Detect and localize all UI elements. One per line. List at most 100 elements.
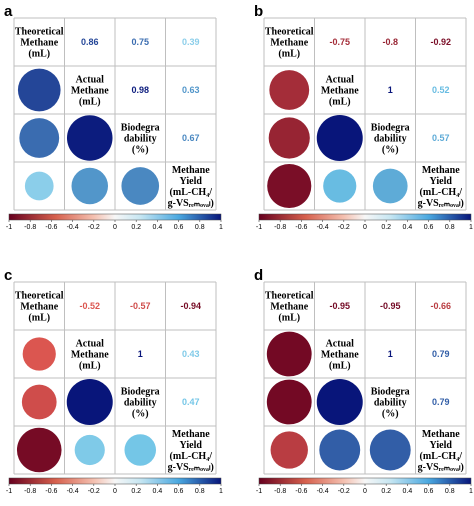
correlation-circle xyxy=(269,70,310,110)
colorbar-tick-label: -0.2 xyxy=(88,224,100,231)
variable-label-line: g-VSᵣₑₘₒᵥₐₗ) xyxy=(418,198,464,209)
panel-letter: d xyxy=(254,267,263,284)
variable-label: Biodegra dability (%) xyxy=(121,387,160,420)
colorbar xyxy=(8,213,222,221)
variable-label-line: Theoretical xyxy=(15,291,64,302)
coefficient-label: 0.57 xyxy=(432,133,450,143)
correlation-circle xyxy=(266,331,312,377)
colorbar-tick-label: -0.2 xyxy=(338,224,350,231)
colorbar-tick-label: 0.2 xyxy=(131,224,141,231)
variable-label-line: g-VSᵣₑₘₒᵥₐₗ) xyxy=(168,198,214,209)
variable-label-line: Theoretical xyxy=(265,27,314,38)
variable-label-line: Biodegra xyxy=(121,387,160,398)
correlation-circle xyxy=(16,427,62,473)
variable-label-line: (mL-CH₄/ xyxy=(420,187,463,198)
colorbar-tick-label: -0.8 xyxy=(274,224,286,231)
colorbar-tick-label: -0.6 xyxy=(295,224,307,231)
variable-label-line: (mL) xyxy=(329,361,351,372)
correlation-circle xyxy=(319,429,361,471)
colorbar-tick-label: -0.4 xyxy=(67,224,79,231)
correlation-circle xyxy=(316,379,363,425)
correlation-circle xyxy=(21,384,57,420)
variable-label-line: Yield xyxy=(430,176,453,187)
variable-label: Actual Methane (mL) xyxy=(71,339,109,372)
colorbar-tick-label: 1 xyxy=(219,488,223,495)
coefficient-label: -0.75 xyxy=(329,37,350,47)
coefficient-label: -0.57 xyxy=(130,301,151,311)
variable-label-line: Actual xyxy=(76,339,105,350)
colorbar-tick-label: 0.2 xyxy=(381,224,391,231)
colorbar-tick-label: -0.8 xyxy=(24,224,36,231)
coefficient-label: 0.47 xyxy=(182,397,200,407)
coefficient-label: -0.92 xyxy=(430,37,451,47)
variable-label-line: Actual xyxy=(326,75,355,86)
coefficient-label: 0.52 xyxy=(432,85,450,95)
colorbar-tick-label: 0.4 xyxy=(403,488,413,495)
variable-label-line: Methane xyxy=(422,165,460,176)
correlation-circle xyxy=(121,167,160,205)
coefficient-label: 1 xyxy=(388,85,393,95)
variable-label-line: dability xyxy=(124,134,157,145)
variable-label: Theoretical Methane (mL) xyxy=(265,291,314,324)
variable-label-line: Theoretical xyxy=(265,291,314,302)
variable-label-line: (mL-CH₄/ xyxy=(420,451,463,462)
variable-label: Methane Yield (mL-CH₄/g-VSᵣₑₘₒᵥₐₗ) xyxy=(418,165,464,209)
variable-label-line: Methane xyxy=(321,350,359,361)
correlation-circle xyxy=(19,118,60,158)
correlation-circle xyxy=(372,168,408,204)
variable-label-line: (mL) xyxy=(28,49,50,60)
colorbar-tick-label: 0.8 xyxy=(195,224,205,231)
coefficient-label: 0.43 xyxy=(182,349,200,359)
correlation-circle xyxy=(268,117,310,159)
variable-label-line: (mL) xyxy=(79,361,101,372)
variable-label-line: Methane xyxy=(20,302,58,313)
colorbar-tick-label: 0.2 xyxy=(381,488,391,495)
correlation-circle xyxy=(267,163,312,209)
variable-label-line: Yield xyxy=(180,176,203,187)
coefficient-label: -0.95 xyxy=(329,301,350,311)
variable-label-line: Methane xyxy=(172,165,210,176)
colorbar-tick-label: -0.6 xyxy=(45,224,57,231)
coefficient-label: 0.75 xyxy=(131,37,149,47)
colorbar-tick-label: 0 xyxy=(363,224,367,231)
colorbar-tick-label: 0.4 xyxy=(153,224,163,231)
variable-label-line: Methane xyxy=(270,302,308,313)
colorbar-tick-label: -1 xyxy=(6,488,12,495)
variable-label-line: Biodegra xyxy=(371,123,410,134)
variable-label: Theoretical Methane (mL) xyxy=(265,27,314,60)
variable-label: Methane Yield (mL-CH₄/g-VSᵣₑₘₒᵥₐₗ) xyxy=(168,165,214,209)
variable-label-line: (%) xyxy=(132,145,149,156)
colorbar-tick-label: 1 xyxy=(469,224,473,231)
coefficient-label: 0.86 xyxy=(81,37,99,47)
correlation-circle xyxy=(66,379,113,425)
variable-label-line: Actual xyxy=(326,339,355,350)
variable-label: Biodegra dability (%) xyxy=(371,387,410,420)
coefficient-label: 1 xyxy=(388,349,393,359)
colorbar-tick-label: 0.6 xyxy=(424,488,434,495)
variable-label-line: Methane xyxy=(321,86,359,97)
variable-label: Methane Yield (mL-CH₄/g-VSᵣₑₘₒᵥₐₗ) xyxy=(418,429,464,473)
colorbar-tick-label: -0.2 xyxy=(88,488,100,495)
variable-label-line: (mL) xyxy=(329,97,351,108)
variable-label: Biodegra dability (%) xyxy=(371,123,410,156)
variable-label-line: (mL-CH₄/ xyxy=(170,187,213,198)
variable-label-line: (mL) xyxy=(28,313,50,324)
coefficient-label: -0.94 xyxy=(180,301,201,311)
variable-label-line: (mL) xyxy=(79,97,101,108)
correlation-circle xyxy=(17,68,61,112)
correlation-circle xyxy=(66,115,113,161)
variable-label-line: Methane xyxy=(172,429,210,440)
correlation-circle xyxy=(316,115,363,161)
variable-label-line: Biodegra xyxy=(371,387,410,398)
coefficient-label: -0.52 xyxy=(79,301,100,311)
variable-label-line: g-VSᵣₑₘₒᵥₐₗ) xyxy=(418,462,464,473)
colorbar-tick-label: -0.6 xyxy=(45,488,57,495)
variable-label: Theoretical Methane (mL) xyxy=(15,27,64,60)
variable-label-line: (mL) xyxy=(278,313,300,324)
colorbar-tick-label: 0.8 xyxy=(445,224,455,231)
colorbar-tick-label: 0.2 xyxy=(131,488,141,495)
colorbar-tick-label: -0.4 xyxy=(67,488,79,495)
correlation-circle xyxy=(74,434,105,466)
